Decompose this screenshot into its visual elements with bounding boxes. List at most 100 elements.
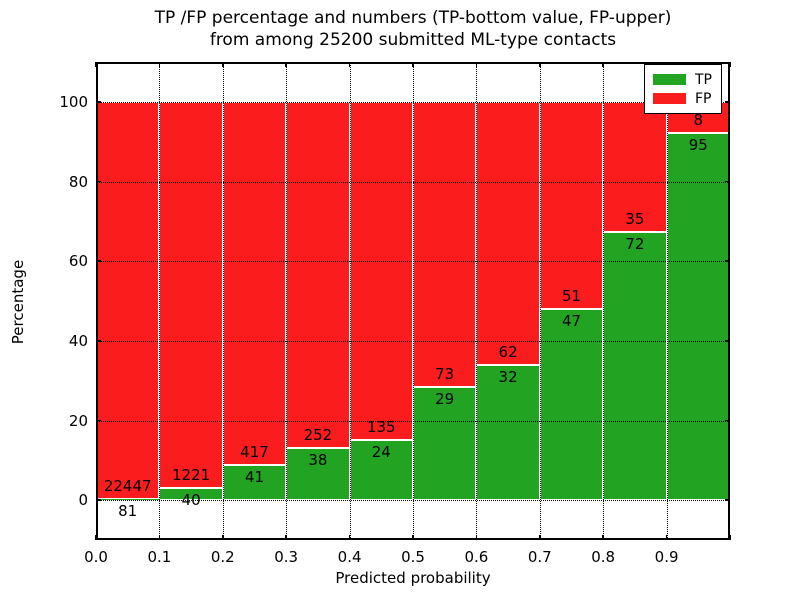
x-axis-label: Predicted probability	[335, 569, 491, 587]
gridline-horizontal	[96, 181, 730, 183]
bar-segment-tp	[96, 498, 160, 501]
tp-count-label: 32	[498, 367, 518, 386]
fp-count-label: 22447	[103, 476, 152, 495]
fp-count-label: 252	[303, 425, 333, 444]
bar-segment-tp	[603, 232, 667, 501]
gridline-vertical	[476, 62, 478, 540]
y-tick-mark	[725, 260, 730, 262]
bar-segment-tp	[222, 464, 287, 501]
bar-segment-fp	[349, 101, 413, 441]
tp-count-label: 95	[688, 135, 708, 154]
plot-area: 22447 81 1221 40 417 41 252 38 135 24 73 29 62 32 51 47…	[95, 62, 731, 540]
gridline-vertical	[603, 62, 605, 540]
x-tick-mark	[602, 62, 604, 67]
x-tick-mark	[539, 62, 541, 67]
x-tick-mark	[539, 535, 541, 540]
fp-count-label: 1221	[171, 465, 211, 484]
tp-count-label: 24	[371, 443, 391, 462]
fp-count-label: 73	[435, 364, 455, 383]
x-tick-mark	[729, 62, 731, 67]
chart-title-line2: from among 25200 submitted ML-type conta…	[209, 30, 617, 50]
y-tick-mark	[96, 340, 101, 342]
legend-row: TP	[653, 70, 712, 89]
fp-count-label: 417	[240, 442, 269, 461]
legend-swatch-tp	[653, 74, 686, 85]
x-tick-mark	[602, 535, 604, 540]
fp-count-label: 135	[366, 418, 396, 437]
y-tick-mark	[725, 340, 730, 342]
tp-count-label: 72	[625, 235, 645, 254]
fp-count-label: 51	[561, 287, 582, 306]
y-tick-label: 100	[59, 92, 88, 111]
bar-segment-fp	[476, 101, 540, 365]
fp-count-label: 8	[693, 110, 704, 129]
x-tick-label: 0.1	[147, 548, 172, 566]
tp-count-label: 38	[308, 450, 328, 469]
x-tick-mark	[95, 535, 97, 540]
gridline-vertical	[539, 62, 541, 540]
bar-segment-tp	[413, 386, 477, 501]
legend-label: FP	[695, 90, 712, 107]
bar-segment-tp	[539, 309, 604, 501]
bar-segment-tp	[476, 364, 540, 501]
y-tick-mark	[725, 101, 730, 103]
x-tick-label: 0.2	[210, 548, 235, 566]
legend: TP FP	[644, 64, 722, 114]
x-tick-mark	[729, 535, 731, 540]
y-tick-label: 60	[68, 252, 88, 271]
fp-count-label: 35	[625, 210, 645, 229]
y-tick-mark	[96, 101, 101, 103]
x-tick-mark	[475, 535, 478, 540]
gridline-horizontal	[96, 261, 730, 263]
bar-segment-fp	[539, 101, 604, 310]
tp-count-label: 29	[435, 389, 455, 408]
tp-count-label: 47	[561, 312, 582, 331]
gridline-vertical	[666, 62, 668, 540]
x-tick-mark	[285, 62, 287, 67]
x-tick-label: 0.5	[401, 548, 425, 566]
x-tick-mark	[348, 535, 351, 540]
y-axis-label: Percentage	[9, 259, 27, 345]
x-tick-label: 0.8	[591, 548, 616, 566]
tp-count-label: 41	[244, 467, 265, 486]
x-tick-mark	[475, 62, 478, 67]
y-tick-mark	[725, 419, 730, 422]
x-tick-label: 0.4	[337, 548, 362, 566]
x-tick-mark	[665, 535, 668, 540]
fp-count-label: 62	[498, 342, 518, 361]
gridline-vertical	[413, 62, 414, 540]
x-tick-label: 0.6	[464, 548, 489, 566]
legend-row: FP	[653, 89, 712, 108]
gridline-horizontal	[96, 340, 730, 342]
x-tick-mark	[412, 535, 414, 540]
bar-segment-fp	[96, 101, 160, 499]
chart-title: TP /FP percentage and numbers (TP-bottom…	[96, 7, 730, 51]
x-tick-label: 0.9	[654, 548, 679, 566]
x-tick-mark	[158, 62, 161, 67]
y-tick-mark	[96, 499, 101, 501]
y-tick-mark	[725, 499, 730, 501]
y-tick-mark	[725, 180, 730, 183]
y-tick-label: 40	[68, 331, 88, 350]
gridline-horizontal	[96, 420, 730, 422]
x-tick-label: 0.7	[527, 548, 552, 566]
x-tick-label: 0.0	[84, 548, 108, 566]
bar-segment-tp	[666, 132, 730, 501]
x-tick-mark	[348, 62, 351, 67]
gridline-horizontal	[96, 101, 730, 103]
y-tick-mark	[96, 260, 101, 262]
x-tick-mark	[95, 62, 97, 67]
gridline-vertical	[222, 62, 224, 540]
y-tick-mark	[96, 180, 101, 183]
x-tick-mark	[412, 62, 414, 67]
legend-swatch-fp	[653, 93, 686, 104]
y-tick-label: 80	[68, 172, 88, 191]
y-tick-mark	[96, 419, 101, 422]
chart-title-line1: TP /FP percentage and numbers (TP-bottom…	[154, 8, 672, 28]
gridline-horizontal	[96, 500, 730, 502]
x-tick-mark	[222, 62, 224, 67]
y-tick-label: 20	[68, 411, 88, 430]
gridline-vertical	[286, 62, 288, 540]
tp-count-label: 81	[118, 501, 138, 520]
